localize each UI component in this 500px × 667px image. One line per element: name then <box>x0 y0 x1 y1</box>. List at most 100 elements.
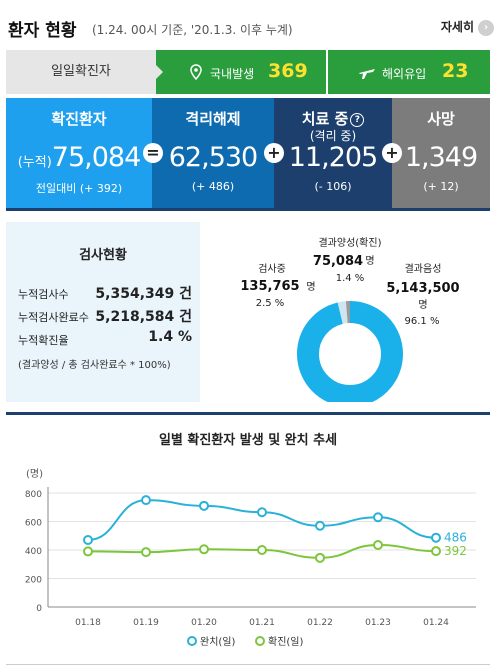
domestic-cell: 국내발생 369 <box>156 50 326 94</box>
series-line <box>87 499 437 542</box>
donut-testing-value: 135,765 <box>240 279 299 294</box>
patient-stats: 확진환자 (누적)75,084 전일대비 (+ 392) 격리해제 62,530… <box>6 98 490 208</box>
location-pin-icon <box>190 64 202 80</box>
data-point[interactable] <box>315 552 325 563</box>
donut-negative-value: 5,143,500 <box>386 281 459 296</box>
y-axis-unit: (명) <box>26 468 43 480</box>
stat-deaths-value: 1,349 <box>404 142 478 173</box>
overseas-value: 23 <box>442 60 469 82</box>
data-point[interactable] <box>257 507 267 518</box>
test-row: 누적확진율 1.4 % <box>18 329 192 348</box>
x-tick-label: 01.23 <box>365 618 391 628</box>
stat-treating-title: 치료 중 <box>301 110 349 128</box>
y-tick-label: 0 <box>36 604 42 614</box>
stat-treating-value: 11,205 <box>288 142 378 173</box>
y-tick-label: 800 <box>25 490 42 500</box>
test-row-value: 5,354,349 건 <box>95 286 192 302</box>
data-point[interactable] <box>199 544 209 555</box>
trend-chart-section: 일별 확진환자 발생 및 완치 추세 (명) 0 200 400 600 800 01.1… <box>6 412 490 662</box>
test-row: 누적검사완료수 5,218,584 건 <box>18 309 192 325</box>
test-row-label: 누적검사수 <box>18 288 69 301</box>
x-tick-label: 01.21 <box>249 618 275 628</box>
donut-slice-positive <box>297 301 403 402</box>
y-tick-label: 600 <box>25 519 42 529</box>
stat-released-value: 62,530 <box>168 142 258 173</box>
data-point[interactable] <box>431 532 441 543</box>
series-end-label: 392 <box>444 544 467 558</box>
stat-treating: 치료 중? (격리 중) 11,205 (- 106) <box>274 98 392 208</box>
plus-icon: + <box>382 143 402 163</box>
legend-label[interactable]: 완치(일) <box>200 636 236 648</box>
trend-line-chart: (명) 0 200 400 600 800 01.18 01.19 01.20 01.21 01.… <box>25 468 476 648</box>
y-tick-label: 400 <box>25 547 42 557</box>
stat-confirmed-title: 확진환자 <box>51 110 107 128</box>
donut-positive-value: 75,084 <box>313 254 363 269</box>
help-icon[interactable]: ? <box>350 113 365 127</box>
legend-label[interactable]: 확진(일) <box>268 636 304 648</box>
test-row-label: 누적확진율 <box>18 334 69 347</box>
page-title: 환자 현황 <box>8 21 77 41</box>
airplane-icon <box>359 69 375 79</box>
domestic-value: 369 <box>268 60 308 82</box>
data-point[interactable] <box>315 520 325 531</box>
overseas-cell: 해외유입 23 <box>328 50 490 94</box>
donut-negative-pct: 96.1 % <box>405 316 440 327</box>
x-tick-label: 01.18 <box>75 618 101 628</box>
donut-slice-negative <box>297 301 403 402</box>
x-tick-label: 01.19 <box>133 618 159 628</box>
test-row: 누적검사수 5,354,349 건 <box>18 286 192 302</box>
test-donut-chart: 결과양성(확진) 75,084 명 1.4 % 검사중 135,765 명 2.… <box>240 237 460 402</box>
data-point[interactable] <box>141 547 151 558</box>
stat-deaths-title: 사망 <box>427 110 455 128</box>
stat-confirmed-delta: 전일대비 (+ 392) <box>35 182 123 195</box>
legend-marker[interactable] <box>187 636 197 646</box>
donut-positive-label: 결과양성(확진) <box>318 237 381 249</box>
stat-released: 격리해제 62,530 (+ 486) <box>152 98 274 208</box>
x-tick-label: 01.24 <box>423 618 449 628</box>
test-status: 검사현황 누적검사수 5,354,349 건 누적검사완료수 5,218,584… <box>6 222 490 402</box>
data-point[interactable] <box>199 500 209 511</box>
header: 환자 현황 (1.24. 00시 기준, '20.1.3. 이후 누계) 자세히… <box>0 0 500 42</box>
domestic-label: 국내발생 <box>210 67 255 81</box>
donut-positive-unit: 명 <box>365 255 374 267</box>
stat-released-delta: (+ 486) <box>191 180 235 193</box>
stat-deaths: 사망 1,349 (+ 12) <box>392 98 490 208</box>
arrow-divider <box>156 65 163 79</box>
daily-label: 일일확진자 <box>6 50 156 94</box>
donut-negative-unit: 명 <box>418 299 427 311</box>
test-note: (결과양성 / 총 검사완료수 * 100%) <box>18 360 171 371</box>
series-end-label: 486 <box>444 531 467 545</box>
stat-confirmed: 확진환자 (누적)75,084 전일대비 (+ 392) <box>6 98 152 208</box>
stat-deaths-delta: (+ 12) <box>423 180 459 193</box>
y-tick-label: 200 <box>25 576 42 586</box>
page-subtitle: (1.24. 00시 기준, '20.1.3. 이후 누계) <box>92 23 293 37</box>
data-point[interactable] <box>257 545 267 555</box>
data-point[interactable] <box>83 546 93 557</box>
plus-icon: + <box>264 143 284 163</box>
divider <box>6 664 490 665</box>
overseas-label: 해외유입 <box>382 67 427 81</box>
stat-confirmed-prefix: (누적) <box>17 155 52 170</box>
test-row-value: 1.4 % <box>148 329 192 345</box>
chevron-right-icon[interactable]: › <box>478 20 494 36</box>
x-tick-label: 01.20 <box>191 618 217 628</box>
test-title: 검사현황 <box>79 248 127 263</box>
legend-marker[interactable] <box>255 636 265 646</box>
data-point[interactable] <box>83 535 93 546</box>
daily-confirmed-bar: 일일확진자 국내발생 369 해외유입 23 <box>6 50 490 94</box>
data-point[interactable] <box>141 495 151 506</box>
donut-negative-label: 결과음성 <box>405 263 442 275</box>
data-point[interactable] <box>373 540 383 551</box>
more-link[interactable]: 자세히 <box>440 20 474 34</box>
donut-testing-pct: 2.5 % <box>256 298 285 309</box>
equals-icon: = <box>143 143 163 163</box>
test-summary: 검사현황 누적검사수 5,354,349 건 누적검사완료수 5,218,584… <box>6 222 200 402</box>
chart-title: 일별 확진환자 발생 및 완치 추세 <box>158 433 338 448</box>
test-row-value: 5,218,584 건 <box>95 309 192 325</box>
test-row-label: 누적검사완료수 <box>18 311 89 324</box>
stat-released-title: 격리해제 <box>185 110 241 128</box>
donut-positive-pct: 1.4 % <box>336 273 365 284</box>
data-point[interactable] <box>431 546 441 557</box>
data-point[interactable] <box>373 512 383 523</box>
stat-confirmed-value: 75,084 <box>51 142 141 173</box>
